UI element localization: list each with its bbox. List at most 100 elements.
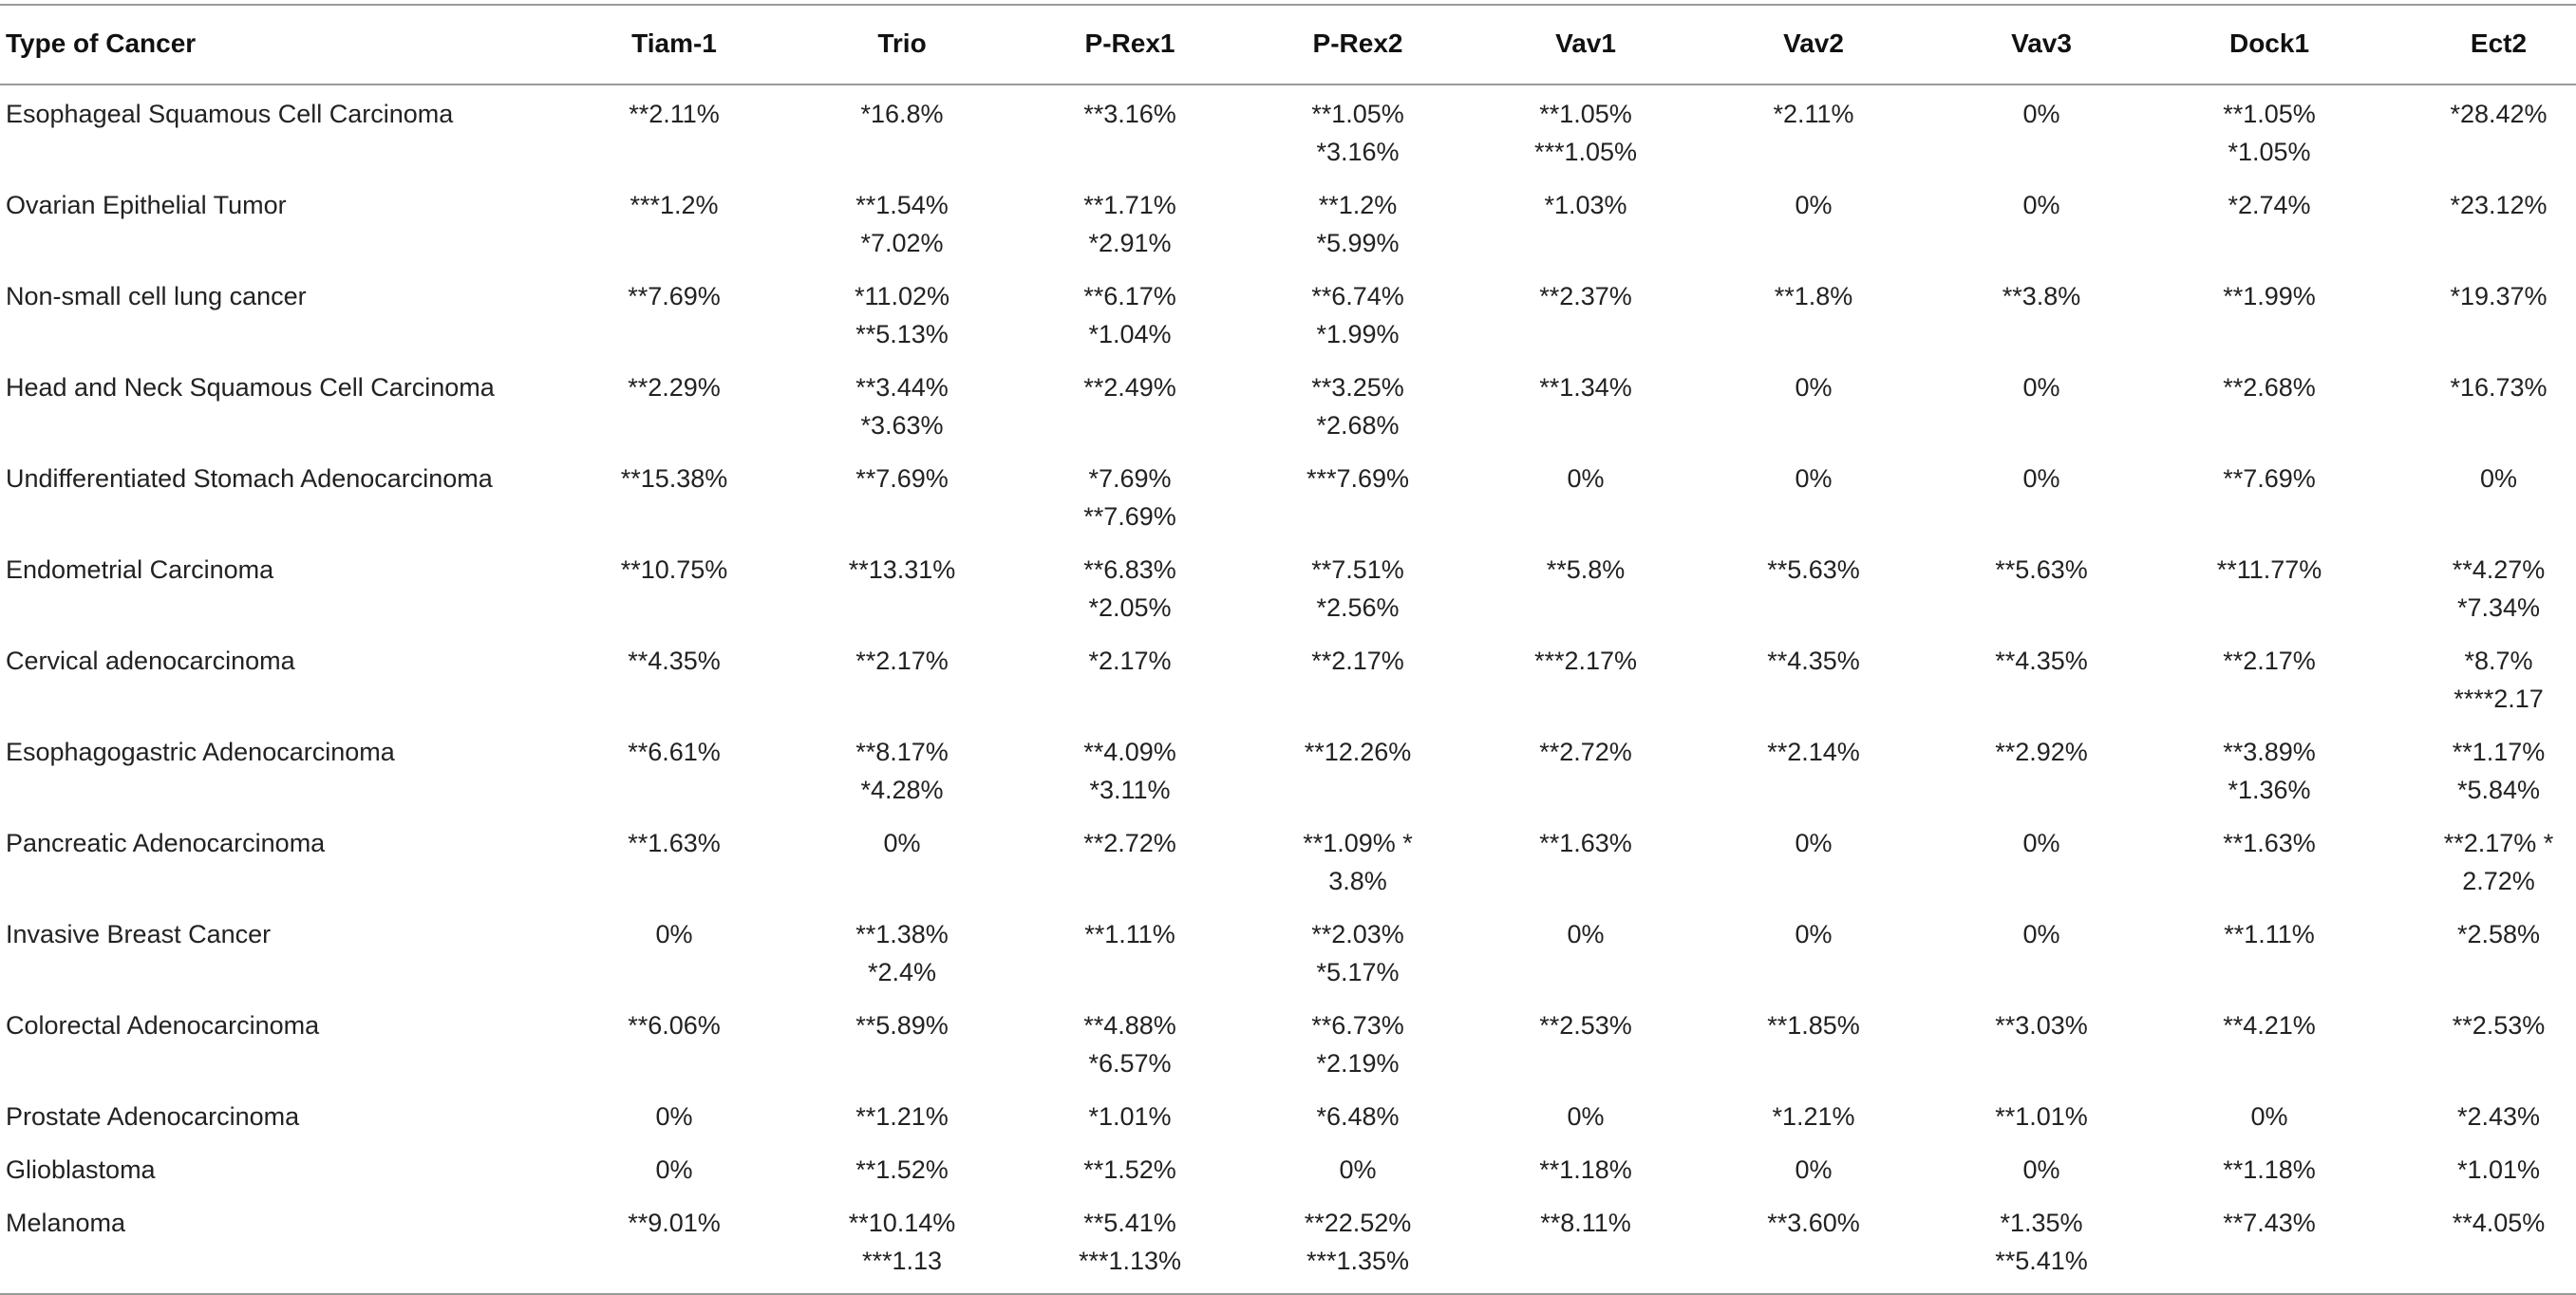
value-cell: **4.27% *7.34% bbox=[2383, 541, 2576, 632]
header-row: Type of Cancer Tiam-1 Trio P-Rex1 P-Rex2 Vav1… bbox=[0, 5, 2576, 85]
value-line: **2.17% bbox=[1311, 647, 1404, 675]
value-line: **7.51% bbox=[1311, 555, 1404, 584]
value-line: **5.41% bbox=[1995, 1247, 2088, 1275]
value-line: **4.35% bbox=[628, 647, 721, 675]
value-cell: 0% bbox=[1472, 1088, 1700, 1141]
value-cell: *2.58% bbox=[2383, 906, 2576, 997]
value-cell: **15.38% bbox=[560, 450, 788, 541]
cancer-type-cell: Undifferentiated Stomach Adenocarcinoma bbox=[6, 464, 493, 493]
value-line: **1.11% bbox=[1084, 920, 1175, 948]
value-cell: *2.17% bbox=[1016, 632, 1244, 723]
value-line: **6.06% bbox=[628, 1011, 721, 1040]
value-line: 0% bbox=[1795, 829, 1833, 857]
column-header-trio: Trio bbox=[788, 5, 1016, 85]
value-cell: **1.54% *7.02% bbox=[788, 177, 1016, 268]
table-row: Esophagogastric Adenocarcinoma **6.61% **8… bbox=[0, 723, 2576, 815]
value-cell: 0% bbox=[1700, 450, 1927, 541]
table-row: Invasive Breast Cancer 0% **1.38% *2.4% **1.… bbox=[0, 906, 2576, 997]
value-line: **2.68% bbox=[2223, 373, 2316, 402]
value-cell: 0% bbox=[1927, 177, 2155, 268]
value-cell: **4.35% bbox=[560, 632, 788, 723]
value-line: **5.63% bbox=[1767, 555, 1860, 584]
value-line: 0% bbox=[1567, 1102, 1605, 1131]
value-cell: **2.68% bbox=[2155, 359, 2383, 450]
value-line: ***7.69% bbox=[1306, 464, 1410, 493]
value-line: 0% bbox=[2022, 464, 2060, 493]
value-cell: **3.16% bbox=[1016, 84, 1244, 177]
value-line: 0% bbox=[2250, 1102, 2288, 1131]
value-cell: **1.01% bbox=[1927, 1088, 2155, 1141]
value-line: **1.18% bbox=[1539, 1155, 1632, 1184]
value-cell: **2.03% *5.17% bbox=[1244, 906, 1472, 997]
value-cell: 0% bbox=[1927, 84, 2155, 177]
value-cell: **1.05% ***1.05% bbox=[1472, 84, 1700, 177]
value-line: ***1.13 bbox=[861, 1247, 943, 1275]
value-line: *2.05% bbox=[1088, 593, 1172, 622]
value-cell: 0% bbox=[1472, 906, 1700, 997]
value-line: **2.17% * bbox=[2443, 829, 2554, 857]
value-cell: **2.11% bbox=[560, 84, 788, 177]
value-cell: **1.18% bbox=[2155, 1141, 2383, 1194]
value-line: 0% bbox=[2022, 829, 2060, 857]
cancer-type-cell: Esophageal Squamous Cell Carcinoma bbox=[6, 100, 454, 128]
value-line: **2.17% bbox=[2223, 647, 2316, 675]
value-cell: *7.69% **7.69% bbox=[1016, 450, 1244, 541]
value-line: 0% bbox=[655, 1102, 693, 1131]
value-line: *11.02% bbox=[854, 282, 950, 310]
value-line: **1.11% bbox=[2224, 920, 2315, 948]
value-cell: **1.2% *5.99% bbox=[1244, 177, 1472, 268]
value-cell: **2.17% bbox=[1244, 632, 1472, 723]
value-line: *7.34% bbox=[2456, 593, 2541, 622]
value-cell: *6.48% bbox=[1244, 1088, 1472, 1141]
value-cell: **13.31% bbox=[788, 541, 1016, 632]
value-line: ***1.2% bbox=[630, 191, 719, 219]
value-cell: 0% bbox=[2155, 1088, 2383, 1141]
value-line: *23.12% bbox=[2450, 191, 2548, 219]
value-line: **6.73% bbox=[1311, 1011, 1404, 1040]
value-cell: **2.17% bbox=[788, 632, 1016, 723]
cancer-type-cell: Endometrial Carcinoma bbox=[6, 555, 274, 584]
value-cell: 0% bbox=[1472, 450, 1700, 541]
value-line: *2.91% bbox=[1088, 229, 1172, 257]
value-line: 0% bbox=[655, 1155, 693, 1184]
value-line: *3.16% bbox=[1316, 138, 1400, 166]
table-row: Ovarian Epithelial Tumor ***1.2% **1.54% *7… bbox=[0, 177, 2576, 268]
value-line: **1.54% bbox=[856, 191, 949, 219]
value-cell: **3.25% *2.68% bbox=[1244, 359, 1472, 450]
column-header-tiam-1: Tiam-1 bbox=[560, 5, 788, 85]
value-line: *5.84% bbox=[2456, 776, 2541, 804]
value-line: **2.29% bbox=[628, 373, 721, 402]
value-cell: **2.37% bbox=[1472, 268, 1700, 359]
value-cell: **1.05% *1.05% bbox=[2155, 84, 2383, 177]
value-line: **1.63% bbox=[1539, 829, 1632, 857]
value-cell: **6.61% bbox=[560, 723, 788, 815]
value-cell: **8.17% *4.28% bbox=[788, 723, 1016, 815]
value-line: *1.36% bbox=[2228, 776, 2311, 804]
value-line: **6.83% bbox=[1083, 555, 1176, 584]
cancer-type-cell: Non-small cell lung cancer bbox=[6, 282, 307, 310]
value-line: **13.31% bbox=[848, 555, 956, 584]
value-cell: **1.17% *5.84% bbox=[2383, 723, 2576, 815]
value-line: *1.05% bbox=[2228, 138, 2311, 166]
cancer-gef-table: Type of Cancer Tiam-1 Trio P-Rex1 P-Rex2 Vav1… bbox=[0, 4, 2576, 1295]
value-cell: **3.8% bbox=[1927, 268, 2155, 359]
value-line: **2.03% bbox=[1311, 920, 1404, 948]
value-line: **3.8% bbox=[2002, 282, 2081, 310]
cancer-type-cell: Invasive Breast Cancer bbox=[6, 920, 272, 948]
value-line: **5.8% bbox=[1546, 555, 1626, 584]
value-cell: 0% bbox=[1927, 815, 2155, 906]
value-cell: **5.8% bbox=[1472, 541, 1700, 632]
value-cell: *1.01% bbox=[1016, 1088, 1244, 1141]
value-line: *19.37% bbox=[2450, 282, 2548, 310]
value-line: **6.74% bbox=[1311, 282, 1404, 310]
value-line: *1.03% bbox=[1544, 191, 1627, 219]
value-line: **2.37% bbox=[1539, 282, 1632, 310]
value-cell: **12.26% bbox=[1244, 723, 1472, 815]
value-line: 0% bbox=[1795, 920, 1833, 948]
value-cell: **1.71% *2.91% bbox=[1016, 177, 1244, 268]
value-cell: **6.17% *1.04% bbox=[1016, 268, 1244, 359]
value-line: **3.25% bbox=[1311, 373, 1404, 402]
value-line: **4.05% bbox=[2452, 1209, 2546, 1237]
column-header-vav1: Vav1 bbox=[1472, 5, 1700, 85]
value-cell: **1.34% bbox=[1472, 359, 1700, 450]
